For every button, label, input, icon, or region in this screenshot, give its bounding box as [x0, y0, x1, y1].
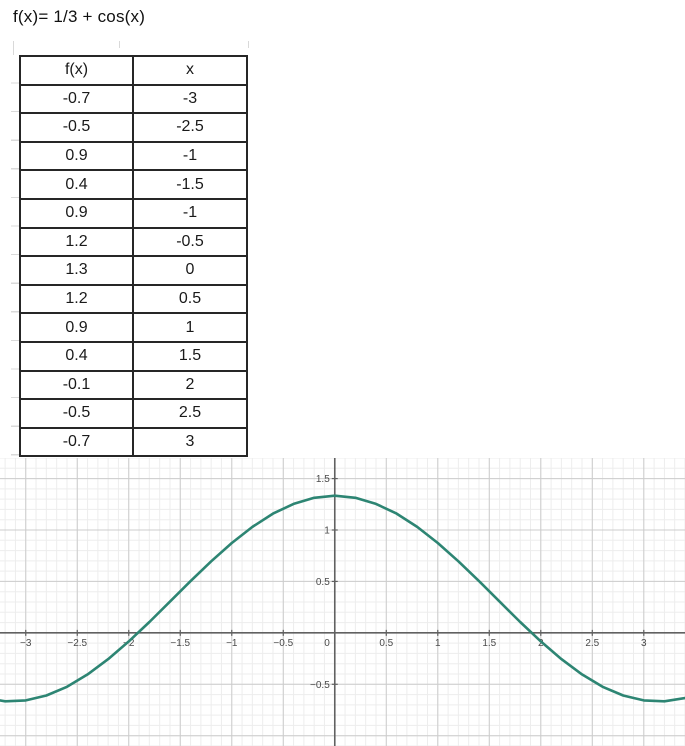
y-tick-label: 1.5: [316, 474, 330, 485]
x-value-cell: -2.5: [132, 112, 248, 143]
x-tick-label: −1: [226, 638, 238, 649]
x-tick-label: −2: [123, 638, 135, 649]
x-value-cell: 1.5: [132, 340, 248, 372]
x-value-cell: 3: [132, 426, 248, 458]
table-row: -0.7 -3: [19, 83, 248, 115]
x-value-cell: 0: [132, 255, 248, 286]
spreadsheet-gridline-stub: [248, 41, 249, 48]
table-row: 1.2 -0.5: [19, 226, 248, 258]
y-tick-label: 0.5: [316, 577, 330, 588]
x-value-cell: -0.5: [132, 226, 248, 258]
table-row: 0.9 -1: [19, 197, 248, 229]
fx-value-cell: 1.2: [19, 283, 134, 315]
x-tick-label: −2.5: [67, 638, 87, 649]
function-title: f(x)= 1/3 + cos(x): [13, 7, 146, 26]
fx-value-cell: 0.4: [19, 340, 134, 372]
function-curve: [0, 494, 685, 703]
spreadsheet-gridline-stub: [119, 41, 120, 48]
x-tick-label: 3: [641, 638, 647, 649]
x-value-cell: 2: [132, 369, 248, 401]
fx-value-cell: 1.3: [19, 255, 134, 286]
x-tick-label: 0.5: [379, 638, 393, 649]
col-header-fx: f(x): [19, 55, 134, 86]
fx-value-cell: -0.5: [19, 112, 134, 143]
fx-value-cell: 0.4: [19, 169, 134, 200]
table-row: -0.1 2: [19, 369, 248, 401]
table-row: 1.3 0: [19, 255, 248, 286]
table-row: 0.9 1: [19, 312, 248, 343]
fx-value-cell: -0.7: [19, 426, 134, 458]
table-row: -0.7 3: [19, 426, 248, 458]
x-tick-label: −0.5: [273, 638, 293, 649]
fx-value-cell: -0.7: [19, 83, 134, 115]
x-value-cell: -3: [132, 83, 248, 115]
x-tick-label: 2.5: [585, 638, 599, 649]
fx-value-cell: 1.2: [19, 226, 134, 258]
spreadsheet-gridline-dashes: [11, 55, 19, 456]
values-table-body: -0.7 -3 -0.5 -2.5 0.9 -1 0.4 -1.5 0.9 -1 1.2 -0.5 1.…: [19, 83, 248, 458]
x-tick-label: 1.5: [482, 638, 496, 649]
table-row: 1.2 0.5: [19, 283, 248, 315]
table-header-row: f(x) x: [19, 55, 248, 86]
x-value-cell: -1: [132, 140, 248, 172]
y-tick-label: −0.5: [310, 680, 330, 691]
x-value-cell: -1: [132, 197, 248, 229]
x-tick-label: −1.5: [170, 638, 190, 649]
fx-value-cell: -0.5: [19, 398, 134, 429]
fx-value-cell: -0.1: [19, 369, 134, 401]
table-row: -0.5 -2.5: [19, 112, 248, 143]
y-tick-label: 1: [324, 526, 330, 537]
fx-value-cell: 0.9: [19, 197, 134, 229]
table-row: 0.9 -1: [19, 140, 248, 172]
fx-value-cell: 0.9: [19, 312, 134, 343]
table-row: 0.4 -1.5: [19, 169, 248, 200]
col-header-x: x: [132, 55, 248, 86]
fx-value-cell: 0.9: [19, 140, 134, 172]
x-tick-label: 1: [435, 638, 441, 649]
x-value-cell: 1: [132, 312, 248, 343]
spreadsheet-gridline-stub: [13, 41, 14, 55]
x-value-cell: 0.5: [132, 283, 248, 315]
x-tick-label: 2: [538, 638, 544, 649]
function-graph: −3 −2.5 −2 −1.5 −1 −0.5 0.5 1 1.5 2 2.5 3 1.5 1 0.5 −0.…: [0, 458, 685, 746]
table-row: -0.5 2.5: [19, 398, 248, 429]
x-tick-label: −3: [20, 638, 32, 649]
table-row: 0.4 1.5: [19, 340, 248, 372]
values-table: f(x) x -0.7 -3 -0.5 -2.5 0.9 -1 0.4 -1.5 0.9 -1 1.…: [19, 55, 248, 458]
origin-label: 0: [324, 638, 330, 649]
x-value-cell: -1.5: [132, 169, 248, 200]
x-value-cell: 2.5: [132, 398, 248, 429]
